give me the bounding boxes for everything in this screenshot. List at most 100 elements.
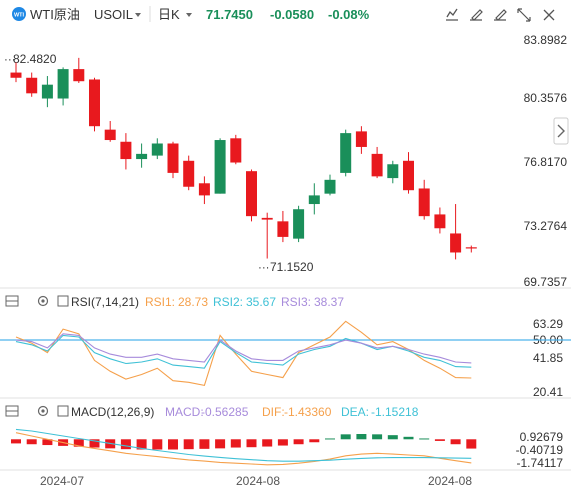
draw-icon[interactable] <box>468 7 484 23</box>
macd-bar <box>451 439 461 444</box>
dea-label: DEA: <box>341 405 369 419</box>
macd-bar <box>262 439 272 446</box>
macd-label[interactable]: MACD(12,26,9) <box>71 405 154 419</box>
candle-body <box>356 131 367 147</box>
candle-body <box>277 221 288 237</box>
period-label[interactable]: 日K <box>158 7 180 22</box>
macd-tick-label: -0.40719 <box>516 443 564 457</box>
rsi2-value: 35.67 <box>246 295 276 309</box>
candle-body <box>293 209 304 238</box>
candle-body <box>73 69 84 81</box>
macd-lines <box>16 429 471 464</box>
last-price: 71.7450 <box>206 7 253 22</box>
price-change-pct: -0.08% <box>328 7 370 22</box>
macd-bar <box>419 438 429 439</box>
candle-body <box>183 161 194 187</box>
rsi-tick-label: 63.29 <box>533 317 563 331</box>
candle-body <box>199 183 210 195</box>
macd-bar <box>168 439 178 449</box>
expand-icon[interactable] <box>516 7 532 23</box>
macd-bar <box>466 439 476 448</box>
rsi-line-rsi1 <box>16 321 471 385</box>
x-tick-label: 2024-08 <box>236 474 280 488</box>
macd-tick-label: -1.74117 <box>517 456 564 470</box>
macd-tick-label: 0.92679 <box>520 430 564 444</box>
candle-body <box>246 171 257 216</box>
instrument-name[interactable]: WTI原油 <box>30 7 80 22</box>
macd-bar <box>435 439 445 441</box>
macd-bar <box>152 439 162 449</box>
macd-bar <box>278 439 288 445</box>
low-price-annotation-marker: ··· <box>258 262 270 274</box>
low-price-annotation: 71.1520 <box>270 260 314 274</box>
pen-icon[interactable] <box>492 7 508 23</box>
candle-body <box>372 154 383 176</box>
macd-bar <box>294 439 304 444</box>
price-tick-label: 69.7357 <box>524 275 568 289</box>
price-tick-label: 83.8982 <box>524 33 568 47</box>
dif-label: DIF: <box>262 405 285 419</box>
candle-body <box>450 233 461 252</box>
visibility-toggle-icon[interactable] <box>6 296 18 306</box>
price-tick-label: 76.8170 <box>524 155 568 169</box>
symbol-label[interactable]: USOIL <box>94 7 133 22</box>
rsi2-label: RSI2: <box>213 295 243 309</box>
indicator-box-icon[interactable] <box>58 406 68 416</box>
candle-body <box>26 78 37 94</box>
candle-body <box>42 85 53 99</box>
high-price-annotation: 82.4820 <box>13 52 57 66</box>
x-tick-label: 2024-08 <box>428 474 472 488</box>
toolbar <box>444 7 557 23</box>
settings-gear-center-icon <box>41 409 44 412</box>
macd-bar <box>247 439 257 447</box>
rsi3-label: RSI3: <box>281 295 311 309</box>
candle-body <box>419 188 430 216</box>
visibility-toggle-icon[interactable] <box>6 406 18 416</box>
macd-bar <box>309 439 319 442</box>
candle-body <box>89 79 100 126</box>
candle-body <box>403 161 414 190</box>
rsi1-value: 28.73 <box>178 295 208 309</box>
candle-body <box>434 214 445 228</box>
symbol-dropdown-icon[interactable] <box>135 13 141 17</box>
scroll-right-button[interactable] <box>554 118 568 144</box>
close-icon[interactable] <box>541 7 557 23</box>
macd-bar <box>231 439 241 447</box>
macd-bar <box>372 434 382 439</box>
price-tick-label: 73.2764 <box>524 219 568 233</box>
macd-bar <box>341 434 351 439</box>
price-axis: 83.8982 80.3576 76.8170 73.2764 69.7357 <box>524 33 568 289</box>
candle-body <box>387 164 398 178</box>
period-dropdown-icon[interactable] <box>186 13 192 17</box>
candle-body <box>11 73 22 78</box>
indicator-box-icon[interactable] <box>58 296 68 306</box>
candle-body <box>340 133 351 173</box>
candle-body <box>168 143 179 172</box>
rsi-series <box>16 321 471 385</box>
logo-text: WTI <box>14 13 25 19</box>
candle-body <box>152 143 163 155</box>
candle-body <box>262 218 273 220</box>
macd-bar <box>404 437 414 439</box>
macd-histogram <box>11 434 476 450</box>
candlestick-series <box>11 58 477 260</box>
candle-body <box>309 195 320 204</box>
candle-body <box>230 138 241 162</box>
dif-line <box>16 433 471 465</box>
rsi-label[interactable]: RSI(7,14,21) <box>71 295 139 309</box>
indicator-chart-icon[interactable] <box>444 7 460 23</box>
dea-value: -1.15218 <box>371 405 419 419</box>
candle-body <box>120 142 131 159</box>
candle-body <box>136 154 147 159</box>
candle-body <box>325 180 336 194</box>
macd-bar <box>388 435 398 439</box>
macd-bar <box>11 439 21 443</box>
macd-value: -0.56285 <box>201 405 249 419</box>
macd-bar <box>184 439 194 449</box>
macd-bar <box>215 439 225 448</box>
rsi-tick-label: 41.85 <box>533 351 563 365</box>
macd-bar <box>325 438 335 439</box>
price-change: -0.0580 <box>270 7 314 22</box>
